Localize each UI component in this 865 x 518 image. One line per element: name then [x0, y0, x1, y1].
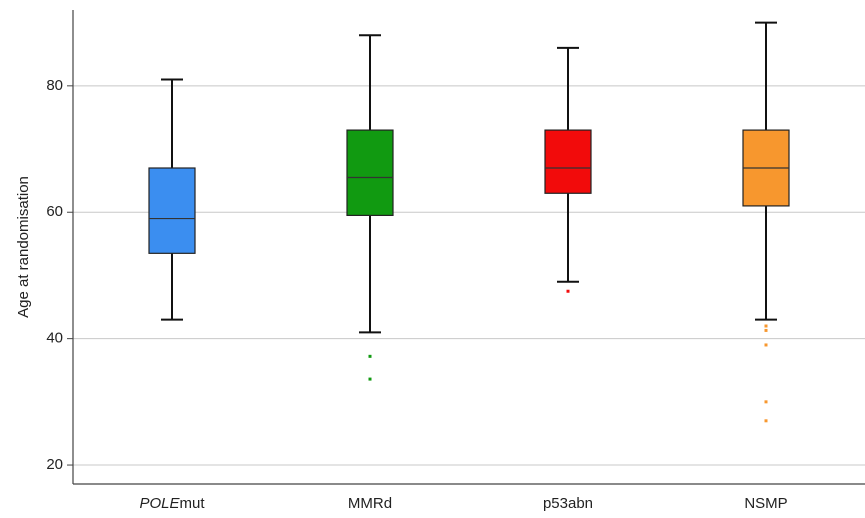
outlier-point — [764, 419, 768, 423]
box-nsmp — [742, 21, 790, 423]
y-tick-label-80: 80 — [46, 77, 63, 94]
x-tick-label-text-part: p53abn — [543, 495, 593, 512]
outlier-point — [368, 377, 372, 381]
outlier-point — [764, 324, 768, 328]
grid-lines — [73, 85, 865, 466]
x-tick-label-text-part: NSMP — [744, 495, 787, 512]
box-polemut — [148, 78, 196, 321]
x-tick-label-polemut: POLEmut — [139, 495, 205, 512]
outlier-point — [566, 289, 570, 293]
x-tick-label-nsmp: NSMP — [744, 495, 787, 512]
y-tick-label-20: 20 — [46, 456, 63, 473]
iqr-box — [148, 167, 196, 254]
box-p53abn — [544, 46, 592, 293]
y-tick-label-60: 60 — [46, 203, 63, 220]
outlier-point — [764, 400, 768, 404]
outlier-point — [764, 343, 768, 347]
x-tick-label-p53abn: p53abn — [543, 495, 593, 512]
iqr-box — [544, 129, 592, 194]
y-tick-label-40: 40 — [46, 330, 63, 347]
outlier-point — [368, 354, 372, 358]
iqr-box — [346, 129, 394, 217]
outlier-point — [764, 328, 768, 332]
x-tick-label-text-part: mut — [180, 495, 206, 512]
y-tick-labels: 20 40 60 80 — [46, 77, 73, 473]
x-tick-label-italic-part: POLE — [139, 495, 180, 512]
x-tick-label-text-part: MMRd — [348, 495, 392, 512]
x-tick-label-mmrd: MMRd — [348, 495, 392, 512]
box-mmrd — [346, 34, 394, 381]
boxes-group — [148, 21, 790, 423]
x-tick-labels: POLEmut MMRd p53abn NSMP — [139, 495, 787, 512]
y-axis-title: Age at randomisation — [15, 176, 32, 318]
